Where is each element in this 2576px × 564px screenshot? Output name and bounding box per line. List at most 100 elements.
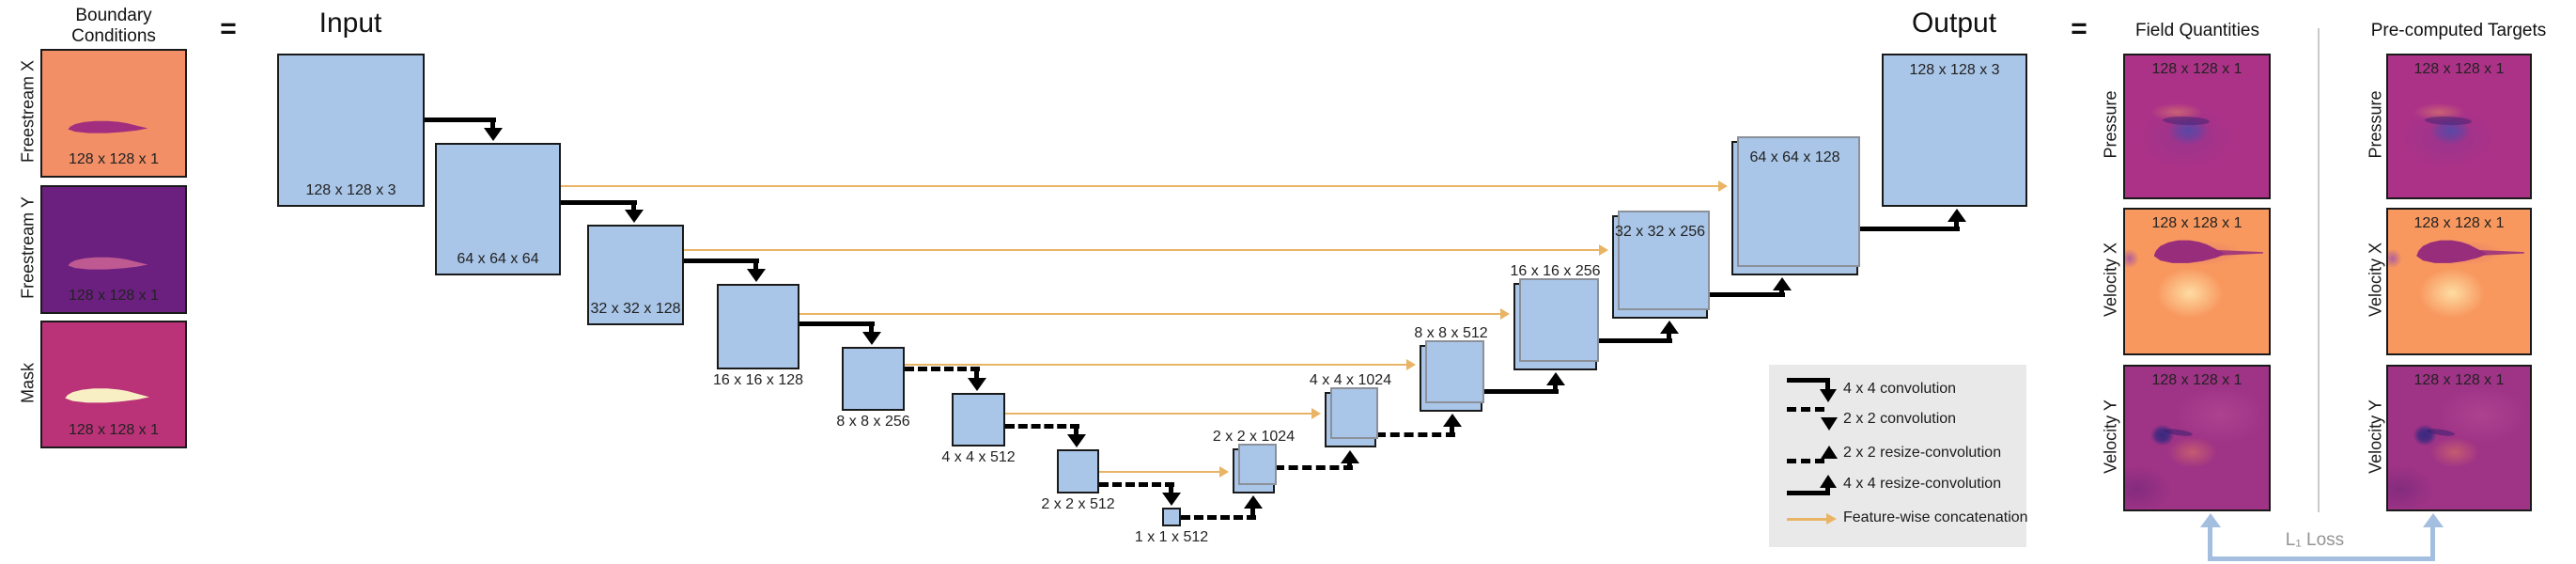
fq-velocity-y-label: Velocity Y (2101, 400, 2120, 474)
fq-velocity-x-image: 128 x 128 x 1 (2123, 208, 2271, 355)
resize2x2-arrow-line (1181, 515, 1256, 520)
resize4x4-arrow-head (1773, 277, 1792, 290)
boundary-title-line1: Boundary (75, 6, 152, 25)
legend-item-concat: Feature-wise concatenation (1843, 509, 2028, 525)
resize4x4-arrow-head (1948, 209, 1966, 222)
resize4x4-arrow-line (1482, 389, 1559, 394)
target-velocity-x-image: 128 x 128 x 1 (2386, 208, 2532, 355)
block-dim: 128 x 128 x 3 (305, 182, 396, 198)
target-velocity-x-label: Velocity X (2366, 242, 2385, 318)
block-dim: 64 x 64 x 128 (1749, 149, 1840, 165)
unet-block-enc3: 16 x 16 x 128 (713, 284, 803, 388)
column-divider (2318, 28, 2320, 512)
concat-arrowhead (1500, 308, 1510, 320)
resize4x4-arrow-line (1597, 338, 1672, 343)
conv2x2-arrow-head (1067, 434, 1086, 447)
airfoil-wake (2477, 249, 2524, 256)
fq-pressure-dim: 128 x 128 x 1 (2151, 61, 2242, 77)
unet-block-dec2: 4 x 4 x 1024 (1310, 372, 1391, 447)
concat-line (799, 313, 1503, 315)
resize2x2-arrow-stub (1250, 507, 1255, 518)
conv4x4-arrow-head (862, 332, 881, 345)
target-pressure-image: 128 x 128 x 1 (2386, 54, 2532, 199)
field-quantities-title: Field Quantities (2134, 21, 2259, 40)
resize4x4-arrow-head (1546, 372, 1565, 385)
fq-pressure-label: Pressure (2101, 90, 2120, 159)
unet-block-dec3: 8 x 8 x 512 (1414, 325, 1488, 412)
concat-line (684, 249, 1602, 251)
conv4x4-arrow-line (425, 118, 496, 122)
input-title: Input (318, 8, 382, 39)
target-velocity-y-dim: 128 x 128 x 1 (2413, 372, 2505, 388)
airfoil-shape (2153, 240, 2227, 263)
airfoil-shape (2416, 240, 2488, 263)
legend-conv4x4-icon (1825, 380, 1830, 389)
unet-block-enc6: 2 x 2 x 512 (1041, 449, 1115, 512)
legend-item-resize2: 2 x 2 resize-convolution (1843, 445, 2002, 461)
mask-dim: 128 x 128 x 1 (68, 422, 160, 438)
conv4x4-arrow-line (561, 200, 637, 205)
resize4x4-arrow-stub (1779, 289, 1784, 295)
loss-arrow-up-right (2423, 513, 2444, 527)
legend-concat-icon (1826, 513, 1837, 525)
conv4x4-arrow-head (484, 128, 503, 141)
unet-block-bottleneck: 1 x 1 x 512 (1135, 508, 1208, 545)
conv2x2-arrow-stub (1074, 427, 1079, 436)
mask-label: Mask (18, 363, 38, 404)
target-velocity-y-label: Velocity Y (2366, 400, 2385, 474)
freestream-x-image: 128 x 128 x 1 (40, 49, 187, 178)
concat-arrowhead (1599, 244, 1608, 256)
fq-velocity-y-image: 128 x 128 x 1 (2123, 365, 2271, 511)
conv4x4-arrow-line (684, 258, 759, 263)
concat-arrowhead (1219, 466, 1229, 478)
concat-line (1005, 413, 1314, 415)
block-dim: 64 x 64 x 64 (457, 251, 539, 267)
freestream-y-dim: 128 x 128 x 1 (68, 288, 160, 304)
equals-sign-right: = (2071, 13, 2087, 44)
legend-concat-icon (1787, 518, 1826, 521)
concat-arrowhead (1718, 180, 1728, 192)
unet-block-enc5: 4 x 4 x 512 (941, 393, 1016, 465)
legend-conv2x2-icon (1821, 417, 1838, 431)
concat-arrowhead (1311, 408, 1321, 419)
conv4x4-arrow-stub (490, 120, 495, 130)
airfoil-shape (2162, 116, 2211, 126)
conv2x2-arrow-line (1005, 424, 1079, 429)
unet-block-enc2: 32 x 32 x 128 (587, 225, 684, 325)
conv4x4-arrow-head (747, 269, 766, 282)
loss-bracket-left (2208, 525, 2212, 561)
block-dim: 2 x 2 x 1024 (1212, 429, 1296, 445)
airfoil-wake (2215, 249, 2263, 256)
airfoil-shape (2164, 427, 2194, 438)
concat-line (561, 185, 1721, 187)
airfoil-shape (68, 120, 148, 133)
legend-conv2x2-icon (1787, 407, 1824, 412)
concat-line (905, 364, 1409, 366)
conv2x2-arrow-stub (974, 369, 979, 380)
legend-conv4x4-icon (1787, 378, 1830, 383)
fq-velocity-x-dim: 128 x 128 x 1 (2151, 215, 2242, 231)
freestream-x-label: Freestream X (18, 59, 38, 164)
airfoil-shape (2425, 116, 2473, 126)
loss-bracket-right (2430, 525, 2435, 561)
conv2x2-arrow-head (1162, 493, 1181, 506)
unet-block-input: 128 x 128 x 3 (277, 54, 425, 207)
conv4x4-arrow-stub (753, 261, 758, 271)
fq-velocity-x-label: Velocity X (2101, 242, 2120, 318)
conv4x4-arrow-stub (631, 203, 636, 212)
block-dim: 1 x 1 x 512 (1134, 529, 1209, 545)
target-pressure-dim: 128 x 128 x 1 (2413, 61, 2505, 77)
resize2x2-arrow-head (1341, 450, 1359, 463)
block-dim: 32 x 32 x 128 (590, 301, 681, 317)
freestream-y-label: Freestream Y (18, 196, 38, 299)
unet-block-output: 128 x 128 x 3 (1882, 54, 2027, 207)
legend-resize4x4-icon (1787, 491, 1830, 495)
airfoil-shape (65, 388, 149, 403)
block-dim: 4 x 4 x 1024 (1309, 372, 1392, 388)
unet-block-enc1: 64 x 64 x 64 (435, 143, 561, 275)
block-dim: 128 x 128 x 3 (1909, 62, 2000, 78)
legend-conv4x4-icon (1820, 389, 1837, 402)
target-pressure-label: Pressure (2366, 90, 2385, 159)
block-dim: 2 x 2 x 512 (1041, 496, 1115, 512)
